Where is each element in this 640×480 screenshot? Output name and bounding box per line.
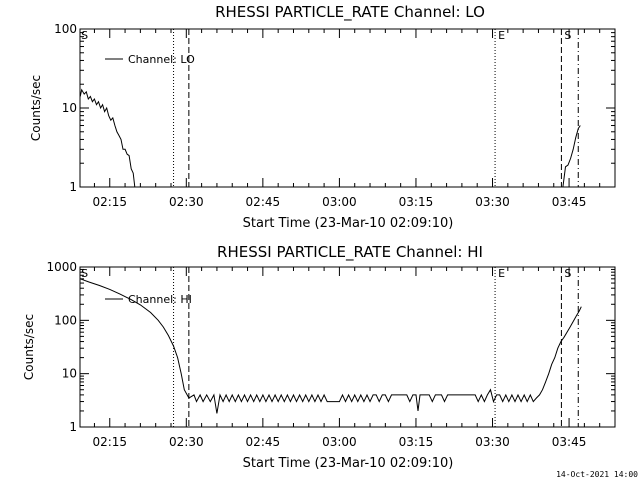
lo-x-tick-label: 03:45 bbox=[552, 195, 587, 209]
lo-channel-panel: RHESSI PARTICLE_RATE Channel: LO 110100 … bbox=[29, 3, 616, 231]
hi-series-line bbox=[80, 278, 582, 414]
hi-y-tick-label: 1000 bbox=[46, 260, 77, 274]
lo-marker-label: S bbox=[564, 29, 571, 42]
lo-marker-label: E bbox=[498, 29, 505, 42]
hi-y-tick-label: 10 bbox=[62, 367, 77, 381]
hi-x-axis-label: Start Time (23-Mar-10 02:09:10) bbox=[243, 456, 454, 471]
hi-y-axis-label: Counts/sec bbox=[22, 314, 36, 380]
lo-y-tick-label: 10 bbox=[62, 101, 77, 115]
lo-y-axis-label: Counts/sec bbox=[29, 75, 43, 141]
lo-x-tick-label: 02:45 bbox=[246, 195, 281, 209]
lo-y-tick-label: 1 bbox=[69, 180, 77, 194]
lo-x-tick-label: 03:00 bbox=[322, 195, 357, 209]
lo-x-ticks: 02:15 02:30 02:45 03:00 03:15 03:30 03:45 bbox=[92, 29, 616, 209]
hi-x-tick-label: 03:00 bbox=[322, 435, 357, 449]
lo-series-line bbox=[79, 88, 136, 188]
hi-x-ticks: 02:15 02:30 02:45 03:00 03:15 03:30 03:45 bbox=[92, 267, 616, 449]
hi-x-tick-label: 02:45 bbox=[246, 435, 281, 449]
generated-date: 14-Oct-2021 14:00 bbox=[556, 470, 638, 479]
lo-legend-label: Channel: LO bbox=[128, 53, 195, 66]
hi-y-tick-label: 100 bbox=[54, 313, 77, 327]
lo-series bbox=[79, 88, 581, 188]
hi-marker-label: S bbox=[564, 267, 571, 280]
lo-y-ticks: 1 10 100 bbox=[54, 22, 615, 194]
hi-x-tick-label: 03:15 bbox=[399, 435, 434, 449]
hi-marker-label: E bbox=[498, 267, 505, 280]
hi-x-tick-label: 03:30 bbox=[475, 435, 510, 449]
hi-plot-frame bbox=[79, 266, 616, 428]
lo-y-tick-label: 100 bbox=[54, 22, 77, 36]
hi-channel-panel: RHESSI PARTICLE_RATE Channel: HI 1101001… bbox=[22, 243, 616, 471]
hi-x-tick-label: 02:15 bbox=[92, 435, 127, 449]
lo-series-line bbox=[562, 125, 581, 188]
lo-x-tick-label: 02:30 bbox=[169, 195, 204, 209]
hi-x-tick-label: 03:45 bbox=[552, 435, 587, 449]
lo-x-tick-label: 03:30 bbox=[475, 195, 510, 209]
lo-x-tick-label: 03:15 bbox=[399, 195, 434, 209]
hi-x-tick-label: 02:30 bbox=[169, 435, 204, 449]
hi-series bbox=[80, 278, 582, 414]
lo-marker-label: S bbox=[81, 29, 88, 42]
hi-y-tick-label: 1 bbox=[69, 420, 77, 434]
hi-marker-label: S bbox=[81, 267, 88, 280]
hi-legend-label: Channel: HI bbox=[128, 293, 192, 306]
lo-x-tick-label: 02:15 bbox=[92, 195, 127, 209]
lo-chart-title: RHESSI PARTICLE_RATE Channel: LO bbox=[215, 3, 485, 22]
hi-y-ticks: 1 10 100 1000 bbox=[46, 260, 615, 434]
lo-x-axis-label: Start Time (23-Mar-10 02:09:10) bbox=[243, 216, 454, 231]
hi-chart-title: RHESSI PARTICLE_RATE Channel: HI bbox=[217, 243, 483, 262]
